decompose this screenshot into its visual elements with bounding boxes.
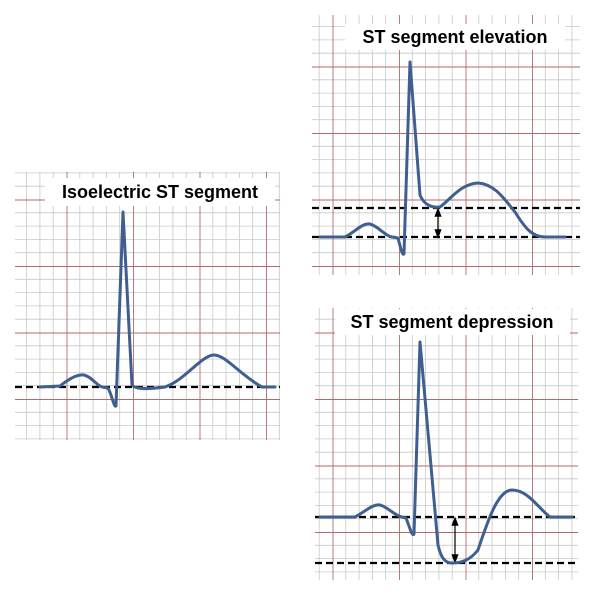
ecg-grid xyxy=(312,15,580,275)
panel-depression: ST segment depression xyxy=(315,308,578,580)
panel-elevation: ST segment elevation xyxy=(312,15,580,275)
ecg-waveform xyxy=(318,60,567,256)
ecg-grid xyxy=(15,172,280,440)
ecg-grid xyxy=(315,308,578,580)
title-background xyxy=(335,309,570,335)
panel-isoelectric: Isoelectric ST segment xyxy=(15,172,280,440)
panel-title: Isoelectric ST segment xyxy=(62,182,258,202)
ecg-waveform xyxy=(318,340,574,565)
panel-title: ST segment elevation xyxy=(362,27,547,47)
title-background xyxy=(345,24,565,50)
ecg-waveform xyxy=(38,210,277,408)
panel-title: ST segment depression xyxy=(350,312,553,332)
title-background xyxy=(45,178,275,206)
